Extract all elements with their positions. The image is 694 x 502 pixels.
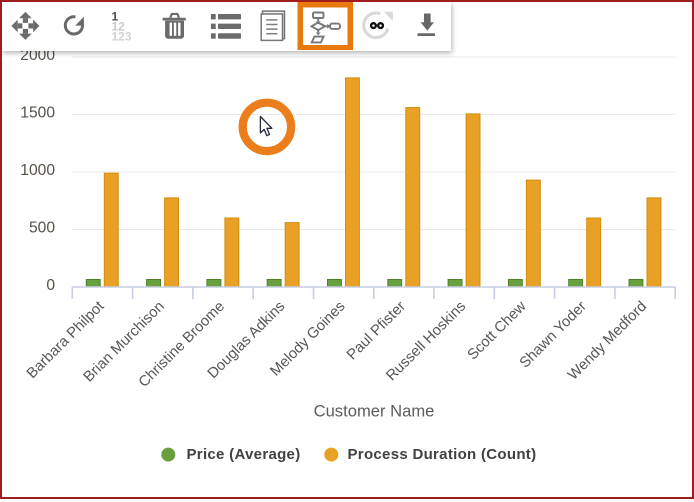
svg-text:1: 1 (112, 10, 119, 24)
svg-text:12: 12 (112, 19, 126, 33)
svg-text:Process Duration (Count): Process Duration (Count) (348, 446, 537, 463)
svg-text:0: 0 (46, 277, 55, 294)
svg-text:1500: 1500 (20, 105, 55, 122)
svg-text:123: 123 (112, 30, 132, 44)
svg-text:500: 500 (29, 220, 55, 237)
svg-text:1000: 1000 (20, 162, 55, 179)
svg-text:Customer Name: Customer Name (314, 401, 435, 420)
svg-text:Scott Chew: Scott Chew (465, 298, 530, 363)
svg-text:Paul Pfister: Paul Pfister (344, 298, 409, 363)
svg-text:2000: 2000 (20, 47, 55, 64)
svg-text:Price (Average): Price (Average) (187, 446, 301, 463)
